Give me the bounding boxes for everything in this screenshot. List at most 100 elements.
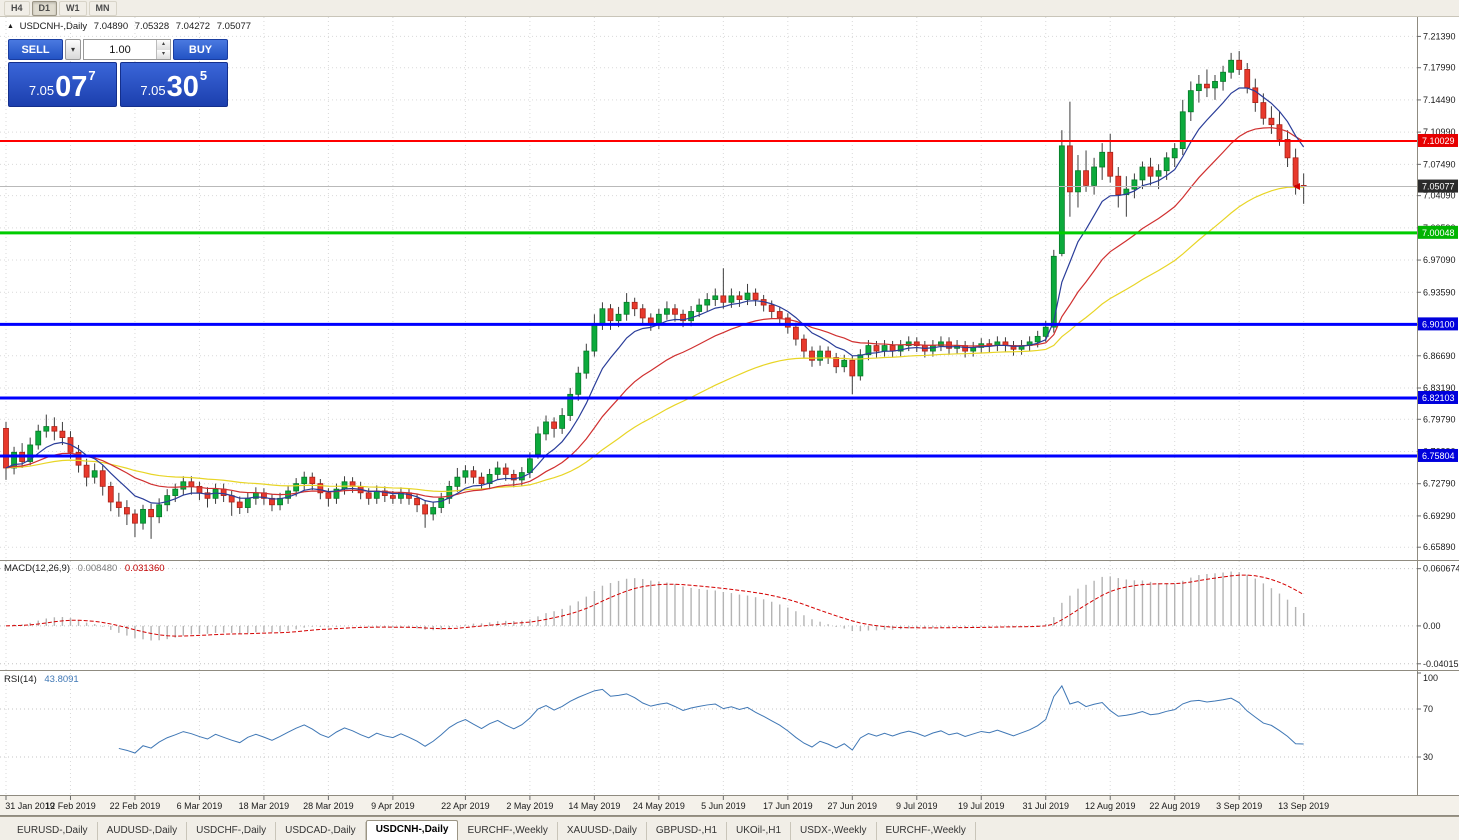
svg-text:27 Jun 2019: 27 Jun 2019 bbox=[828, 801, 878, 811]
sell-price-sup: 7 bbox=[88, 68, 96, 83]
sell-quote-panel[interactable]: 7.05 07 7 bbox=[8, 62, 117, 107]
volume-dropdown-button[interactable]: ▾ bbox=[65, 39, 81, 60]
svg-text:7.04090: 7.04090 bbox=[1423, 191, 1456, 201]
svg-text:18 Mar 2019: 18 Mar 2019 bbox=[239, 801, 290, 811]
ohlc-low: 7.04272 bbox=[175, 21, 211, 32]
svg-text:12 Feb 2019: 12 Feb 2019 bbox=[45, 801, 96, 811]
svg-text:7.07490: 7.07490 bbox=[1423, 159, 1456, 169]
chart-tab-eurchfweekly[interactable]: EURCHF-,Weekly bbox=[877, 822, 976, 840]
svg-text:19 Jul 2019: 19 Jul 2019 bbox=[958, 801, 1005, 811]
rsi-value: 43.8091 bbox=[44, 674, 79, 685]
rsi-panel[interactable] bbox=[0, 684, 1417, 758]
rsi-indicator-label: RSI(14) 43.8091 bbox=[4, 674, 84, 685]
svg-text:7.21390: 7.21390 bbox=[1423, 31, 1456, 41]
chart-canvas[interactable]: 7.21390 7.17990 7.14490 7.10990 7.07490 7.040… bbox=[0, 0, 1459, 816]
chart-tab-eurchfweekly[interactable]: EURCHF-,Weekly bbox=[458, 822, 558, 840]
one-click-trading-widget: SELL ▾ ▴ ▾ BUY 7.05 07 7 7.05 30 5 bbox=[8, 39, 228, 107]
horizontal-level-lines[interactable] bbox=[0, 139, 1417, 458]
ohlc-close: 7.05077 bbox=[216, 21, 252, 32]
svg-text:-0.040152: -0.040152 bbox=[1423, 659, 1459, 669]
svg-text:5 Jun 2019: 5 Jun 2019 bbox=[701, 801, 746, 811]
candlestick-series[interactable] bbox=[3, 51, 1307, 539]
macd-panel[interactable] bbox=[0, 568, 1417, 665]
svg-text:22 Aug 2019: 22 Aug 2019 bbox=[1149, 801, 1200, 811]
svg-text:7.10990: 7.10990 bbox=[1423, 127, 1456, 137]
timeframe-button-h4[interactable]: H4 bbox=[4, 0, 30, 16]
svg-text:30: 30 bbox=[1423, 752, 1433, 762]
macd-signal-value: 0.031360 bbox=[124, 563, 165, 574]
volume-stepper: ▴ ▾ bbox=[156, 40, 170, 59]
price-badges: 7.10029 7.05077 7.00048 6.90100 6.82103 6.758… bbox=[1418, 133, 1458, 462]
svg-text:7.10029: 7.10029 bbox=[1422, 136, 1455, 146]
chart-marker-icon: ▲ bbox=[7, 23, 14, 30]
svg-text:6.79790: 6.79790 bbox=[1423, 414, 1456, 424]
buy-price-sup: 5 bbox=[199, 68, 208, 83]
macd-name: MACD(12,26,9) bbox=[4, 563, 70, 574]
chart-tab-ukoilh1[interactable]: UKOil-,H1 bbox=[727, 822, 792, 840]
svg-text:6.75804: 6.75804 bbox=[1422, 451, 1455, 461]
buy-quote-panel[interactable]: 7.05 30 5 bbox=[119, 62, 228, 107]
chart-symbol-label: USDCNH-,Daily bbox=[19, 21, 88, 32]
ohlc-high: 7.05328 bbox=[134, 21, 170, 32]
svg-text:2 May 2019: 2 May 2019 bbox=[506, 801, 553, 811]
svg-text:6 Mar 2019: 6 Mar 2019 bbox=[177, 801, 223, 811]
stepper-down-icon[interactable]: ▾ bbox=[157, 49, 170, 59]
svg-text:12 Aug 2019: 12 Aug 2019 bbox=[1085, 801, 1136, 811]
current-price-marker bbox=[1293, 183, 1300, 191]
svg-text:100: 100 bbox=[1423, 673, 1438, 683]
svg-text:7.14490: 7.14490 bbox=[1423, 95, 1456, 105]
svg-text:6.90100: 6.90100 bbox=[1422, 319, 1455, 329]
rsi-name: RSI(14) bbox=[4, 674, 37, 685]
svg-text:22 Feb 2019: 22 Feb 2019 bbox=[110, 801, 161, 811]
sell-price-small: 7.05 bbox=[28, 83, 55, 98]
svg-text:28 Mar 2019: 28 Mar 2019 bbox=[303, 801, 354, 811]
chart-tab-audusddaily[interactable]: AUDUSD-,Daily bbox=[98, 822, 188, 840]
svg-text:7.05077: 7.05077 bbox=[1422, 182, 1455, 192]
chart-tab-gbpusdh1[interactable]: GBPUSD-,H1 bbox=[647, 822, 728, 840]
svg-text:6.86690: 6.86690 bbox=[1423, 351, 1456, 361]
chart-tab-eurusddaily[interactable]: EURUSD-,Daily bbox=[8, 822, 98, 840]
chart-tabs-bar: EURUSD-,Daily AUDUSD-,Daily USDCHF-,Daily U… bbox=[0, 816, 1459, 840]
svg-text:7.17990: 7.17990 bbox=[1423, 63, 1456, 73]
svg-text:9 Jul 2019: 9 Jul 2019 bbox=[896, 801, 938, 811]
chart-tab-usdcaddaily[interactable]: USDCAD-,Daily bbox=[276, 822, 366, 840]
svg-text:6.83190: 6.83190 bbox=[1423, 383, 1456, 393]
chart-ohlc-header: ▲ USDCNH-,Daily 7.04890 7.05328 7.04272 … bbox=[7, 21, 255, 32]
svg-text:13 Sep 2019: 13 Sep 2019 bbox=[1278, 801, 1329, 811]
svg-text:24 May 2019: 24 May 2019 bbox=[633, 801, 685, 811]
stepper-up-icon[interactable]: ▴ bbox=[157, 40, 170, 50]
moving-averages bbox=[5, 87, 1305, 504]
svg-text:6.82103: 6.82103 bbox=[1422, 393, 1455, 403]
svg-text:6.65890: 6.65890 bbox=[1423, 542, 1456, 552]
svg-text:7.00048: 7.00048 bbox=[1422, 228, 1455, 238]
svg-text:17 Jun 2019: 17 Jun 2019 bbox=[763, 801, 813, 811]
svg-text:6.72790: 6.72790 bbox=[1423, 479, 1456, 489]
timeframe-button-w1[interactable]: W1 bbox=[59, 0, 87, 16]
svg-text:22 Apr 2019: 22 Apr 2019 bbox=[441, 801, 490, 811]
chart-tab-usdcnhdaily[interactable]: USDCNH-,Daily bbox=[365, 820, 459, 840]
buy-button[interactable]: BUY bbox=[173, 39, 228, 60]
svg-text:14 May 2019: 14 May 2019 bbox=[568, 801, 620, 811]
svg-text:31 Jul 2019: 31 Jul 2019 bbox=[1022, 801, 1069, 811]
chart-tab-usdchfdaily[interactable]: USDCHF-,Daily bbox=[187, 822, 277, 840]
sell-button[interactable]: SELL bbox=[8, 39, 63, 60]
chart-tab-xauusddaily[interactable]: XAUUSD-,Daily bbox=[558, 822, 647, 840]
buy-price-big: 30 bbox=[166, 71, 199, 103]
timeframe-button-mn[interactable]: MN bbox=[88, 0, 117, 16]
chart-tab-usdxweekly[interactable]: USDX-,Weekly bbox=[791, 822, 877, 840]
volume-input[interactable] bbox=[84, 40, 156, 59]
svg-text:6.97090: 6.97090 bbox=[1423, 255, 1456, 265]
svg-text:3 Sep 2019: 3 Sep 2019 bbox=[1216, 801, 1262, 811]
svg-text:6.93590: 6.93590 bbox=[1423, 287, 1456, 297]
grid-lines bbox=[0, 17, 1417, 795]
svg-text:31 Jan 2019: 31 Jan 2019 bbox=[5, 801, 55, 811]
chevron-down-icon: ▾ bbox=[70, 45, 75, 54]
timeframe-button-d1[interactable]: D1 bbox=[31, 0, 58, 16]
buy-price-small: 7.05 bbox=[140, 83, 166, 98]
ohlc-open: 7.04890 bbox=[93, 21, 129, 32]
svg-text:0.00: 0.00 bbox=[1423, 621, 1441, 631]
svg-text:70: 70 bbox=[1423, 704, 1433, 714]
svg-text:6.69290: 6.69290 bbox=[1423, 511, 1456, 521]
